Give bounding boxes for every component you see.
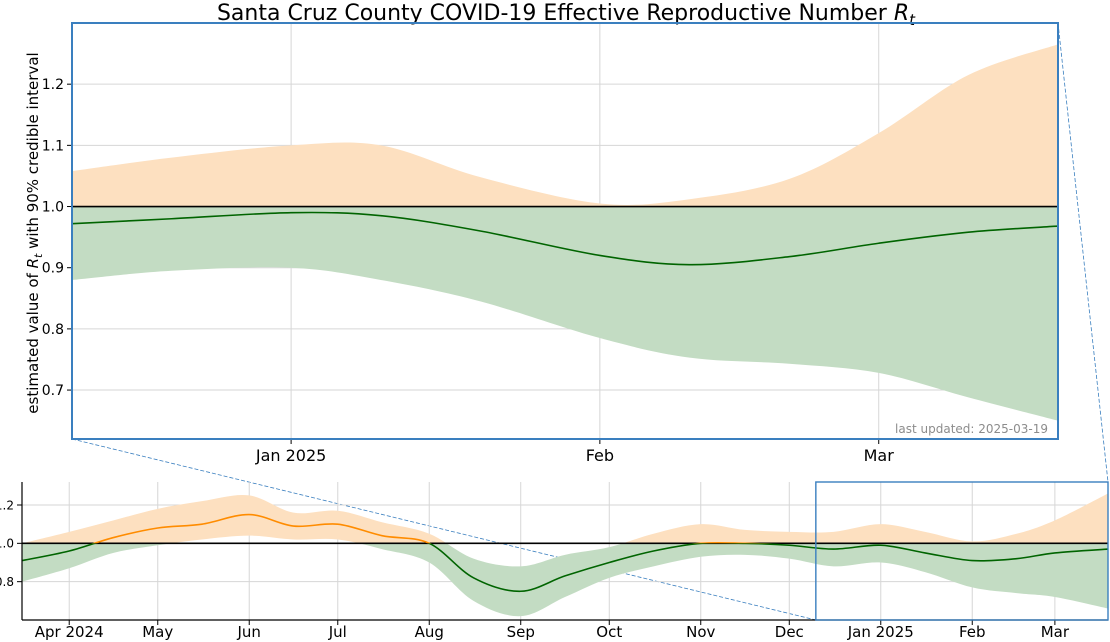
overview-y-tick-label-1: 1.0 xyxy=(0,537,14,551)
title-subscript: t xyxy=(909,11,916,29)
main-x-tick-label-2: Mar xyxy=(864,446,895,465)
main-x-tick-label-0: Jan 2025 xyxy=(255,446,326,465)
connector-right xyxy=(1057,22,1109,483)
overview-x-tick-label-8: Dec xyxy=(775,623,804,641)
main-band-above xyxy=(72,44,1058,207)
overview-x-tick-label-2: Jun xyxy=(237,623,261,641)
main-y-tick-label-0: 0.7 xyxy=(42,383,64,399)
connector-left xyxy=(71,438,816,621)
overview-panel: 0.8 1.0 1.2 Apr 2024 May Jun Jul Aug Sep Oct Nov De… xyxy=(0,481,1109,641)
overview-x-tick-label-6: Oct xyxy=(596,623,622,641)
ylabel-symbol: R xyxy=(24,258,42,268)
main-x-tick-label-1: Feb xyxy=(586,446,614,465)
ylabel-prefix: estimated value of xyxy=(24,268,42,413)
overview-x-tick-label-9: Jan 2025 xyxy=(847,623,914,641)
overview-rt-line-below xyxy=(22,543,1108,593)
main-y-tick-label-1: 0.8 xyxy=(42,322,64,338)
overview-x-tick-label-11: Mar xyxy=(1041,623,1070,641)
overview-x-tick-label-5: Sep xyxy=(507,623,535,641)
main-y-axis-label: estimated value of Rt with 90% credible … xyxy=(24,52,45,413)
overview-x-tick-label-1: May xyxy=(142,623,173,641)
main-rt-line-below xyxy=(72,211,1058,266)
overview-y-tick-label-2: 1.2 xyxy=(0,498,14,512)
ylabel-subscript: t xyxy=(32,253,45,258)
overview-x-tick-label-4: Aug xyxy=(415,623,444,641)
overview-x-tick-label-7: Nov xyxy=(686,623,715,641)
last-updated-note: last updated: 2025-03-19 xyxy=(895,422,1048,436)
main-band-below xyxy=(72,206,1058,421)
overview-x-tick-label-3: Jul xyxy=(328,623,347,641)
main-y-tick-label-3: 1.0 xyxy=(42,200,64,216)
overview-rt-line-above xyxy=(91,513,769,544)
ylabel-suffix: with 90% credible interval xyxy=(24,52,42,253)
main-frame xyxy=(71,22,1059,440)
title-symbol: R xyxy=(894,1,909,26)
overview-y-tick-label-0: 0.8 xyxy=(0,575,14,589)
overview-band-above xyxy=(22,493,1108,544)
title-text: Santa Cruz County COVID-19 Effective Rep… xyxy=(217,1,894,26)
main-y-tick-label-5: 1.2 xyxy=(42,77,64,93)
main-y-tick-label-4: 1.1 xyxy=(42,138,64,154)
zoom-connector-lines xyxy=(71,22,1109,621)
overview-band-below xyxy=(22,543,1108,617)
overview-x-tick-label-10: Feb xyxy=(959,623,986,641)
zoom-window xyxy=(815,481,1109,621)
chart-title: Santa Cruz County COVID-19 Effective Rep… xyxy=(217,1,916,29)
main-y-tick-label-2: 0.9 xyxy=(42,261,64,277)
overview-x-tick-label-0: Apr 2024 xyxy=(35,623,104,641)
